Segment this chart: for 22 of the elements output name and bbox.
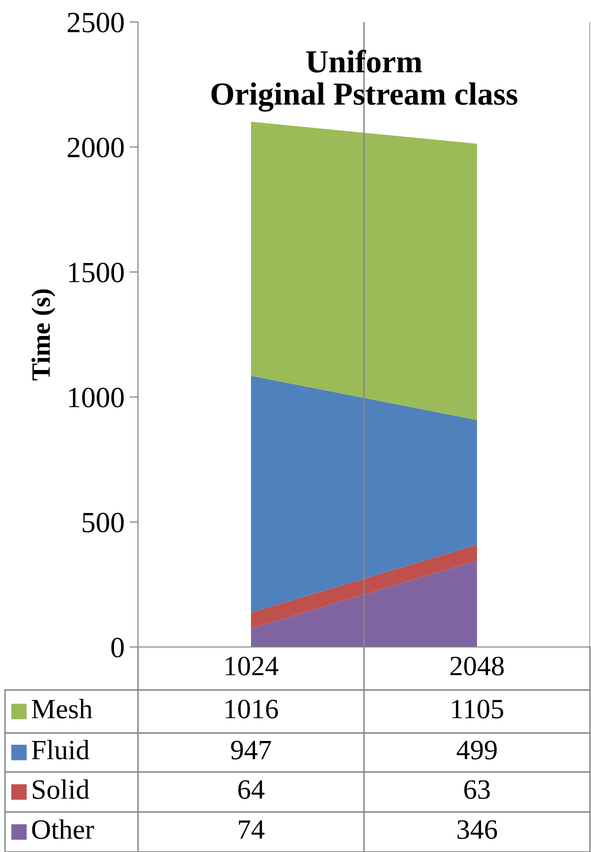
y-tick-label: 0 (111, 638, 124, 658)
y-axis-title: Time (s) (31, 289, 56, 380)
legend-label: Other (32, 819, 94, 839)
text: Uniform Original Pstream class (211, 50, 518, 112)
y-tick-label: 2000 (68, 138, 124, 158)
data-label: 1105 (452, 700, 504, 718)
y-tick-label: 500 (82, 512, 124, 532)
data-label: 346 (457, 820, 498, 839)
data-label: 74 (238, 820, 264, 839)
data-label: 947 (231, 740, 272, 760)
data-label: 499 (456, 740, 497, 760)
y-tick-label: 1500 (69, 262, 124, 282)
data-label: 64 (238, 780, 264, 799)
legend-label: Fluid (32, 740, 90, 760)
y-tick-label: 1000 (69, 388, 124, 408)
legend-label: Solid (32, 779, 90, 799)
x-tick-label: 2048 (450, 656, 504, 676)
legend-label: Mesh (32, 698, 92, 718)
data-label: 63 (464, 780, 490, 799)
y-tick-label: 2500 (68, 12, 124, 32)
data-label: 1016 (226, 700, 278, 718)
x-tick-label: 1024 (226, 656, 278, 676)
